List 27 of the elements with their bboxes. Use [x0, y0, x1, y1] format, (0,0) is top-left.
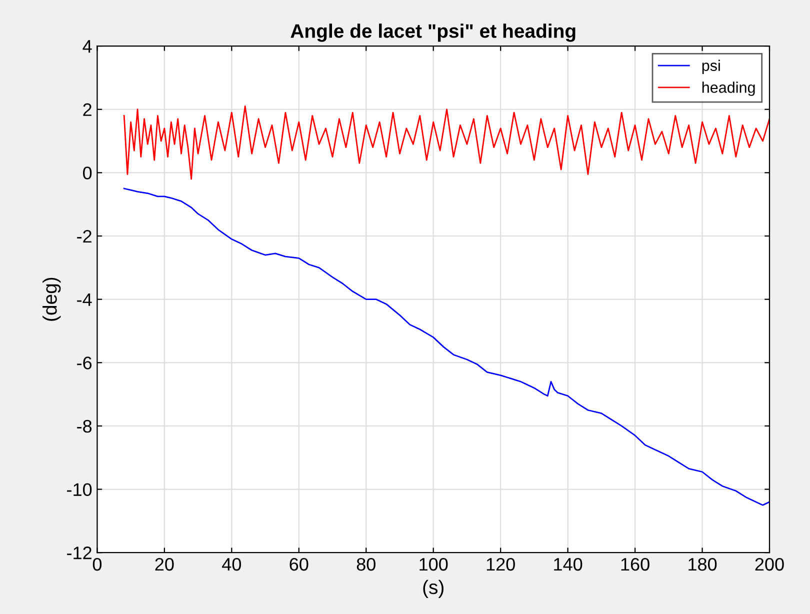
x-tick-label: 80: [356, 558, 376, 571]
x-tick-label: 160: [621, 558, 650, 571]
y-tick-label: 0: [83, 166, 92, 180]
y-tick-label: -6: [77, 356, 92, 370]
y-tick-label: -8: [77, 420, 92, 433]
legend-label: psi: [702, 60, 720, 74]
y-tick-label: -2: [77, 230, 92, 243]
x-axis-title: (s): [423, 580, 444, 598]
y-tick-label: 4: [82, 40, 92, 53]
x-tick-label: 0: [92, 558, 102, 571]
y-axis-title: (deg): [42, 278, 61, 321]
x-tick-label: 40: [222, 558, 241, 571]
x-tick-label: 180: [688, 558, 717, 571]
line-series: [123, 188, 770, 506]
x-tick-label: 60: [290, 558, 308, 571]
legend-label: heading: [702, 82, 755, 96]
y-tick-label: -4: [77, 293, 92, 306]
y-tick-label: -10: [67, 483, 92, 496]
x-tick-label: 140: [554, 558, 582, 571]
line-series: [123, 106, 770, 180]
x-tick-label: 100: [420, 558, 448, 571]
y-tick-label: -12: [67, 546, 92, 560]
x-tick-label: 120: [486, 558, 515, 571]
x-tick-label: 20: [155, 558, 174, 571]
chart-title: Angle de lacet "psi" et heading: [290, 24, 576, 42]
y-tick-label: 2: [83, 103, 92, 116]
x-tick-label: 200: [755, 558, 784, 571]
